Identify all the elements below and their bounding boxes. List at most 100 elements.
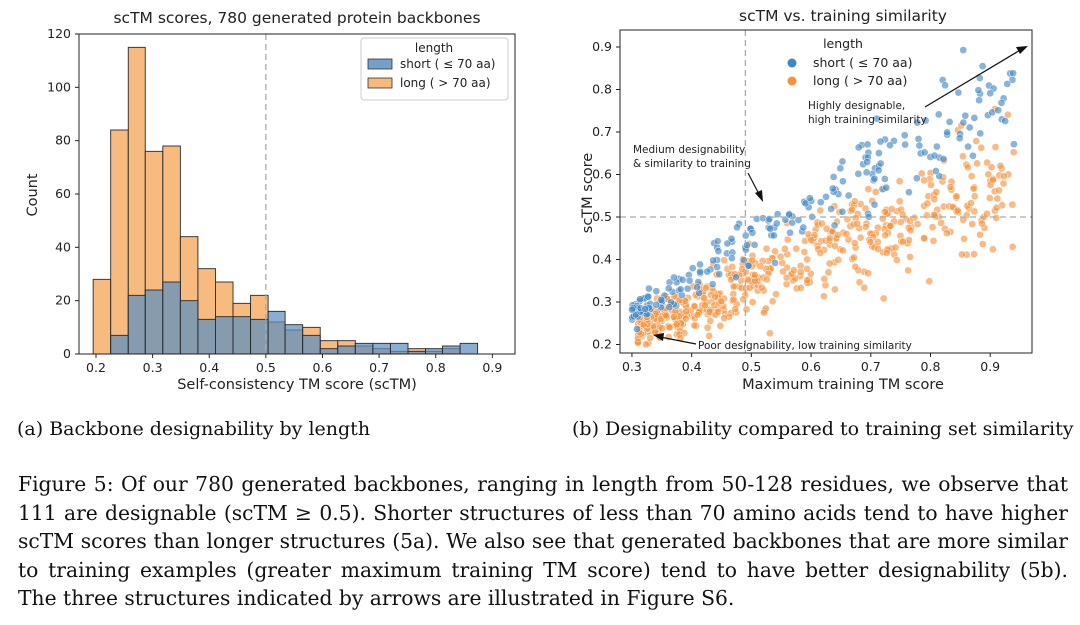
point-long — [882, 248, 891, 257]
point-short — [703, 267, 712, 276]
point-short — [870, 200, 879, 209]
point-short — [696, 260, 704, 269]
point-short — [641, 305, 650, 313]
point-short — [1003, 80, 1012, 88]
point-long — [800, 248, 809, 256]
point-long — [899, 237, 907, 246]
point-short — [915, 141, 924, 150]
point-short — [771, 259, 779, 267]
point-short — [743, 241, 751, 250]
point-short — [969, 151, 977, 160]
point-short — [683, 284, 692, 293]
point-long — [717, 297, 726, 306]
scatter-xtick-label: 0.3 — [622, 359, 642, 374]
point-long — [959, 215, 968, 224]
point-short — [978, 62, 987, 70]
point-short — [854, 143, 863, 152]
bar-short — [354, 342, 374, 355]
point-long — [895, 177, 904, 186]
hist-legend-label-long: long ( > 70 aa) — [400, 76, 491, 90]
annotation-medium-arrowhead — [755, 190, 763, 202]
point-long — [999, 179, 1008, 188]
point-short — [773, 210, 782, 219]
point-short — [636, 295, 644, 304]
point-long — [779, 267, 787, 276]
point-short — [934, 110, 943, 119]
hist-xtick-label: 0.9 — [482, 360, 502, 375]
figure-caption: Figure 5: Of our 780 generated backbones… — [18, 470, 1068, 613]
bar-short — [302, 334, 321, 355]
point-short — [709, 256, 718, 265]
point-short — [806, 194, 814, 203]
bar-short — [442, 345, 461, 355]
annotation-poor-arrow — [659, 336, 697, 345]
bar-short — [459, 342, 479, 355]
point-long — [756, 262, 765, 271]
point-short — [799, 223, 808, 232]
scatter-xlabel: Maximum training TM score — [742, 377, 944, 393]
point-long — [952, 192, 961, 201]
scatter-ytick-label: 0.5 — [592, 209, 612, 224]
point-long — [816, 249, 825, 257]
point-long — [895, 197, 904, 206]
point-long — [765, 329, 774, 338]
point-long — [937, 219, 945, 227]
point-short — [744, 261, 753, 270]
point-long — [711, 292, 719, 301]
point-short — [874, 166, 883, 175]
point-long — [772, 290, 780, 298]
point-long — [960, 234, 968, 243]
point-long — [978, 240, 987, 248]
point-short — [1009, 69, 1017, 78]
point-long — [831, 242, 839, 250]
point-long — [824, 268, 833, 277]
point-long — [943, 229, 951, 238]
subcaption-b: (b) Designability compared to training s… — [572, 418, 1074, 440]
point-long — [658, 324, 666, 333]
hist-xtick-label: 0.8 — [426, 360, 446, 375]
annotation-poor-arrowhead — [653, 333, 664, 341]
point-short — [713, 237, 722, 246]
point-short — [882, 183, 891, 192]
point-long — [898, 210, 907, 219]
point-short — [670, 273, 678, 282]
annotation-poor: Poor designability, low training similar… — [653, 333, 912, 352]
point-short — [838, 157, 847, 166]
point-long — [768, 297, 777, 306]
point-short — [838, 207, 847, 216]
bar-short — [127, 294, 146, 355]
point-long — [839, 246, 847, 255]
point-long — [992, 213, 1001, 222]
point-long — [977, 143, 986, 152]
point-short — [665, 303, 674, 312]
bar-short — [232, 316, 252, 355]
scatter-xtick-label: 0.4 — [682, 359, 702, 374]
point-short — [961, 111, 970, 120]
point-short — [688, 264, 697, 273]
hist-legend-swatch-long — [367, 77, 393, 89]
point-short — [881, 175, 889, 183]
point-long — [850, 239, 859, 247]
point-short — [863, 140, 872, 149]
hist-xlabel: Self-consistency TM score (scTM) — [177, 377, 417, 393]
point-long — [714, 308, 722, 316]
point-short — [676, 285, 685, 294]
scatter-ticks: 0.3 0.4 0.5 0.6 0.7 0.8 0.9 0.2 0.3 0.4 0.5 0.6 0.7 0… — [592, 39, 1000, 374]
point-short — [827, 205, 835, 213]
point-long — [782, 280, 791, 289]
scatter-legend-label-long: long ( > 70 aa) — [813, 73, 907, 88]
point-long — [703, 323, 712, 332]
point-long — [738, 265, 746, 273]
point-long — [642, 340, 650, 349]
point-long — [856, 233, 865, 242]
point-long — [959, 152, 967, 161]
point-long — [1008, 200, 1017, 209]
point-long — [789, 266, 798, 275]
point-short — [932, 167, 940, 175]
scatter-ylabel: scTM score — [580, 153, 596, 234]
point-long — [860, 283, 869, 292]
point-long — [742, 305, 751, 314]
point-long — [850, 197, 859, 206]
point-long — [992, 203, 1001, 212]
